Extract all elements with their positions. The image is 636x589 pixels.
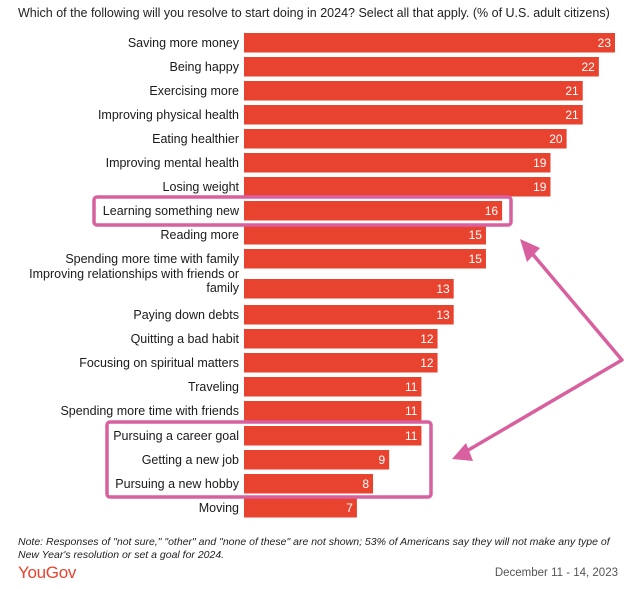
bar [244, 153, 551, 173]
bar [244, 177, 551, 197]
bar [244, 474, 374, 494]
bar-value-label: 20 [549, 132, 563, 146]
highlight-box-career-hobby [105, 420, 433, 499]
bar [244, 401, 422, 421]
bar [244, 279, 454, 299]
category-label: Losing weight [163, 180, 240, 194]
bar [244, 57, 599, 77]
bar-value-label: 11 [405, 380, 418, 394]
bar-value-label: 12 [420, 332, 434, 346]
category-label: Reading more [160, 228, 239, 242]
bar-value-label: 13 [436, 282, 450, 296]
bar-value-label: 19 [533, 156, 547, 170]
bar-value-label: 15 [469, 252, 483, 266]
category-label: Eating healthier [152, 132, 239, 146]
category-label: Getting a new job [142, 453, 239, 467]
bar [244, 105, 583, 125]
category-label: Saving more money [128, 36, 240, 50]
category-label: Quitting a bad habit [131, 332, 240, 346]
category-label: Pursuing a career goal [113, 429, 239, 443]
bar-value-label: 19 [533, 180, 547, 194]
category-label: Improving relationships with friends or f… [29, 267, 240, 295]
category-label: Traveling [188, 380, 239, 394]
chart-title: Which of the following will you resolve … [18, 6, 610, 20]
arrowhead-top [520, 239, 540, 262]
category-label: Focusing on spiritual matters [79, 356, 239, 370]
bar-value-label: 13 [436, 308, 450, 322]
chart-note: Note: Responses of "not sure," "other" a… [18, 536, 610, 561]
highlight-box-learning [92, 195, 513, 227]
yougov-logo: YouGov [18, 563, 77, 582]
category-label: Paying down debts [133, 308, 239, 322]
bar [244, 450, 390, 470]
connector-arrow-line [464, 249, 624, 454]
bar [244, 201, 503, 221]
category-label: Moving [199, 501, 239, 515]
bar [244, 225, 486, 245]
bar-value-label: 8 [362, 477, 369, 491]
category-label: Being happy [169, 60, 239, 74]
bar-value-label: 23 [598, 36, 612, 50]
bar [244, 426, 422, 446]
bar [244, 353, 438, 373]
category-label: Improving physical health [98, 108, 239, 122]
bar-value-label: 7 [346, 501, 353, 515]
bar [244, 81, 583, 101]
bar [244, 377, 422, 397]
bar [244, 329, 438, 349]
arrowhead-bottom [452, 443, 473, 461]
bar [244, 33, 615, 53]
category-label: Exercising more [149, 84, 239, 98]
bar-value-label: 11 [405, 404, 418, 418]
bar-value-label: 22 [582, 60, 596, 74]
category-label: Pursuing a new hobby [115, 477, 239, 491]
category-label: Improving mental health [106, 156, 239, 170]
bar [244, 129, 567, 149]
bar-value-label: 12 [420, 356, 434, 370]
bar-value-label: 9 [378, 453, 385, 467]
bar [244, 498, 357, 518]
bar-chart: 23 Saving more money 22 Being happy 21 Exerci… [29, 33, 624, 518]
bar-value-label: 21 [565, 108, 579, 122]
survey-date: December 11 - 14, 2023 [494, 567, 618, 579]
bar-value-label: 21 [565, 84, 579, 98]
bar-value-label: 16 [485, 204, 499, 218]
category-label: Learning something new [103, 204, 240, 218]
bar-value-label: 15 [469, 228, 483, 242]
category-label: Spending more time with family [65, 252, 239, 266]
bar-value-label: 11 [405, 429, 418, 443]
category-label: Spending more time with friends [60, 404, 239, 418]
bar [244, 249, 486, 269]
bar [244, 305, 454, 325]
